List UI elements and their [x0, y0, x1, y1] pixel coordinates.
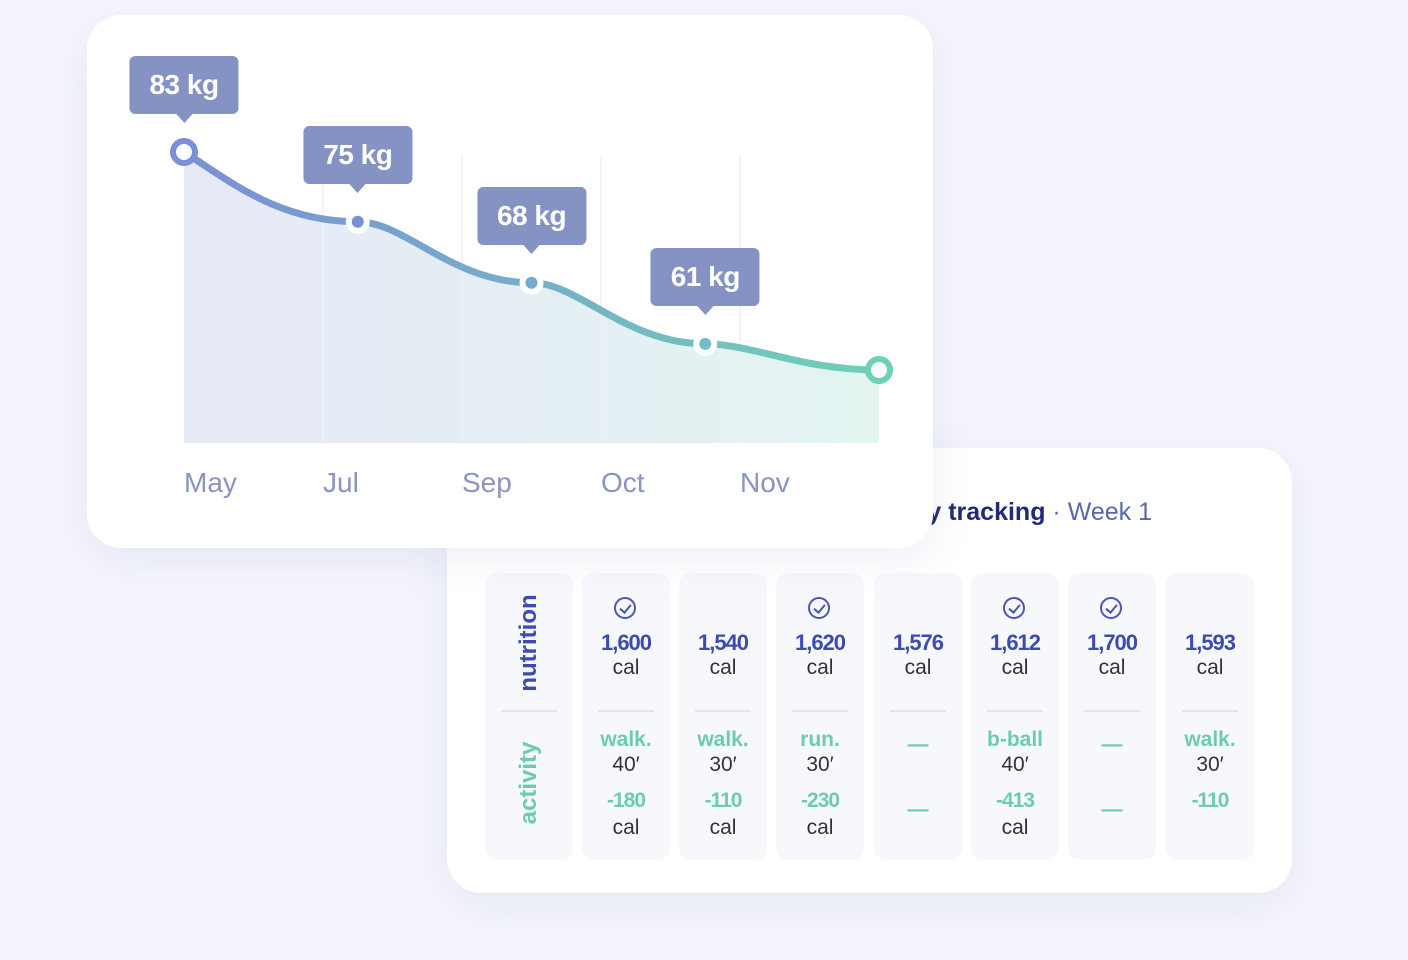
tooltip-label: 68 kg [476, 186, 587, 254]
activity-type: b-ball [987, 728, 1043, 751]
row-labels-column: nutrition activity [485, 573, 573, 860]
tracking-week-label: Week 1 [1067, 498, 1152, 526]
calories-unit: cal [1098, 656, 1126, 679]
day-column: 1,612 cal b-ball 40′ -413 cal [971, 573, 1059, 860]
burn-unit: cal [1001, 816, 1029, 839]
divider [792, 710, 848, 712]
calories-burned: -413 [995, 789, 1035, 812]
activity-duration: 40′ [612, 753, 640, 776]
tracking-card: Daily tracking · Week 1 nutrition activi… [447, 448, 1292, 893]
check-circle-icon [808, 597, 830, 619]
x-tick-label: May [184, 467, 237, 498]
divider [1182, 710, 1238, 712]
activity-type: walk. [1184, 728, 1236, 751]
tooltip-label: 75 kg [303, 125, 413, 193]
calories-unit: cal [709, 656, 737, 679]
no-activity: — [1101, 733, 1123, 756]
divider [501, 710, 557, 712]
calories-value: 1,593 [1184, 630, 1236, 655]
data-point[interactable] [345, 209, 370, 234]
no-burn: — [1101, 798, 1123, 821]
calories-burned: -110 [704, 789, 743, 812]
calories-unit: cal [1196, 656, 1224, 679]
x-tick-label: Sep [462, 467, 512, 498]
x-tick-label: Oct [601, 467, 645, 498]
day-column: 1,600 cal walk. 40′ -180 cal [582, 573, 670, 860]
burn-unit: cal [709, 816, 737, 839]
day-column: 1,576 cal — — [874, 573, 962, 860]
data-point[interactable] [519, 270, 544, 295]
day-column: 1,540 cal walk. 30′ -110 cal [679, 573, 767, 860]
day-column: 1,620 cal run. 30′ -230 cal [776, 573, 864, 860]
calories-burned: -110 [1191, 789, 1230, 812]
check-circle-icon [1100, 597, 1122, 619]
data-point[interactable] [865, 356, 893, 384]
calories-value: 1,612 [989, 630, 1041, 655]
burn-unit: cal [612, 816, 640, 839]
calories-value: 1,620 [794, 630, 846, 655]
activity-duration: 30′ [1196, 753, 1224, 776]
day-column: 1,593 cal walk. 30′ -110 [1166, 573, 1254, 860]
activity-duration: 30′ [806, 753, 834, 776]
x-tick-label: Nov [740, 467, 790, 498]
divider [987, 710, 1043, 712]
tooltip-label: 61 kg [650, 247, 760, 315]
calories-burned: -230 [800, 789, 840, 812]
divider [1084, 710, 1140, 712]
check-circle-icon [614, 597, 636, 619]
burn-unit: cal [806, 816, 834, 839]
data-point[interactable] [170, 138, 198, 166]
activity-row-label: activity [515, 741, 542, 825]
tooltip-label: 83 kg [129, 56, 239, 123]
calories-unit: cal [1001, 656, 1029, 679]
activity-type: walk. [697, 728, 749, 751]
x-tick-label: Jul [323, 467, 359, 498]
activity-type: walk. [600, 728, 652, 751]
calories-value: 1,540 [697, 630, 749, 655]
weight-chart-card: 83 kg 75 kg 68 kg 61 kg May Jul Sep Oct Nov [87, 15, 933, 548]
no-activity: — [907, 733, 929, 756]
day-column: 1,700 cal — — [1068, 573, 1156, 860]
calories-unit: cal [806, 656, 834, 679]
nutrition-row-label: nutrition [515, 594, 542, 692]
activity-duration: 40′ [1001, 753, 1029, 776]
title-separator: · [1045, 498, 1068, 526]
activity-type: run. [800, 728, 840, 751]
calories-value: 1,576 [892, 630, 944, 655]
calories-burned: -180 [606, 789, 646, 812]
no-burn: — [907, 798, 929, 821]
divider [890, 710, 946, 712]
divider [695, 710, 751, 712]
check-circle-icon [1003, 597, 1025, 619]
calories-value: 1,700 [1086, 630, 1138, 655]
weight-line-chart [170, 138, 893, 443]
activity-duration: 30′ [709, 753, 737, 776]
calories-unit: cal [904, 656, 932, 679]
calories-value: 1,600 [600, 630, 652, 655]
calories-unit: cal [612, 656, 640, 679]
data-point[interactable] [693, 331, 718, 356]
divider [598, 710, 654, 712]
